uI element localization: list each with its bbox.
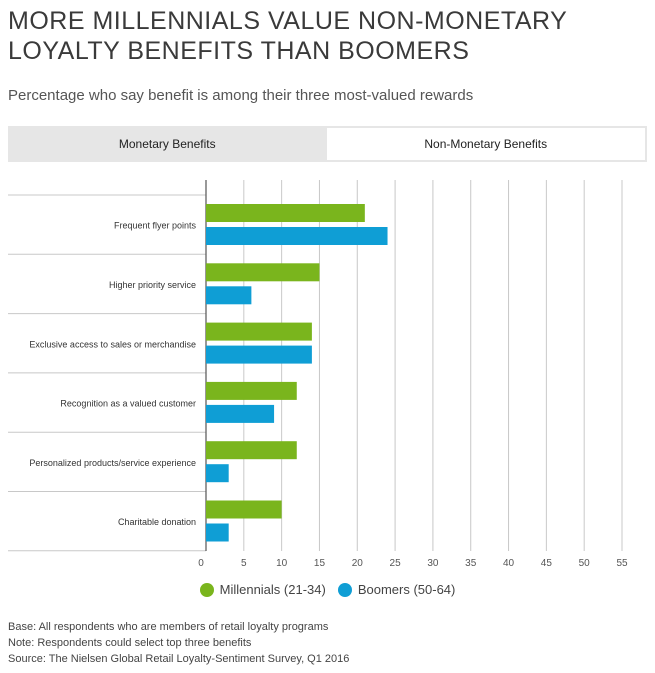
legend-item-millennials[interactable]: Millennials (21-34) xyxy=(199,582,326,597)
bar-millennials xyxy=(206,322,312,341)
bar-boomers xyxy=(206,227,388,245)
category-label: Frequent flyer points xyxy=(114,221,197,231)
legend-item-boomers[interactable]: Boomers (50-64) xyxy=(337,582,456,597)
x-tick-label: 10 xyxy=(276,558,288,569)
x-tick-label: 55 xyxy=(616,558,628,569)
x-tick-label: 5 xyxy=(241,558,247,569)
tab-monetary-benefits[interactable]: Monetary Benefits xyxy=(8,126,327,162)
x-tick-label: 35 xyxy=(465,558,477,569)
bar-boomers xyxy=(206,286,252,305)
chart-title: MORE MILLENNIALS VALUE NON-MONETARY LOYA… xyxy=(8,7,567,65)
bar-millennials xyxy=(206,204,365,222)
x-tick-label: 50 xyxy=(579,558,591,569)
legend-label-boomers: Boomers (50-64) xyxy=(357,582,456,597)
x-tick-label: 30 xyxy=(427,558,439,569)
source-note: Source: The Nielsen Global Retail Loyalt… xyxy=(8,653,350,665)
bar-millennials xyxy=(206,500,282,519)
bar-boomers xyxy=(206,464,229,483)
tab-non-monetary-benefits[interactable]: Non-Monetary Benefits xyxy=(326,126,647,162)
benefit-tabs: Monetary Benefits Non-Monetary Benefits xyxy=(8,126,647,162)
x-tick-label: 40 xyxy=(503,558,515,569)
bar-boomers xyxy=(206,345,312,364)
legend-label-millennials: Millennials (21-34) xyxy=(219,582,326,597)
bar-boomers xyxy=(206,523,229,542)
note: Note: Respondents could select top three… xyxy=(8,637,252,649)
x-tick-label: 15 xyxy=(314,558,326,569)
bar-millennials xyxy=(206,381,297,400)
footnotes: Base: All respondents who are members of… xyxy=(8,619,349,667)
legend-swatch-boomers xyxy=(337,582,352,597)
bar-millennials xyxy=(206,441,297,460)
category-label: Personalized products/service experience xyxy=(29,458,196,468)
category-label: Recognition as a valued customer xyxy=(60,399,196,409)
category-label: Exclusive access to sales or merchandise xyxy=(29,339,196,349)
category-label: Charitable donation xyxy=(118,517,196,527)
legend-swatch-millennials xyxy=(199,582,214,597)
x-tick-label: 45 xyxy=(541,558,553,569)
x-tick-label: 25 xyxy=(390,558,402,569)
x-tick-label: 20 xyxy=(352,558,364,569)
legend: Millennials (21-34) Boomers (50-64) xyxy=(0,582,655,597)
x-tick-label: 0 xyxy=(198,558,204,569)
category-label: Higher priority service xyxy=(109,280,196,290)
bar-boomers xyxy=(206,404,275,423)
bar-millennials xyxy=(206,263,320,282)
base-note: Base: All respondents who are members of… xyxy=(8,621,329,633)
chart-subtitle: Percentage who say benefit is among thei… xyxy=(8,87,474,104)
bar-chart: Frequent flyer points Higher priority ser… xyxy=(8,180,628,569)
